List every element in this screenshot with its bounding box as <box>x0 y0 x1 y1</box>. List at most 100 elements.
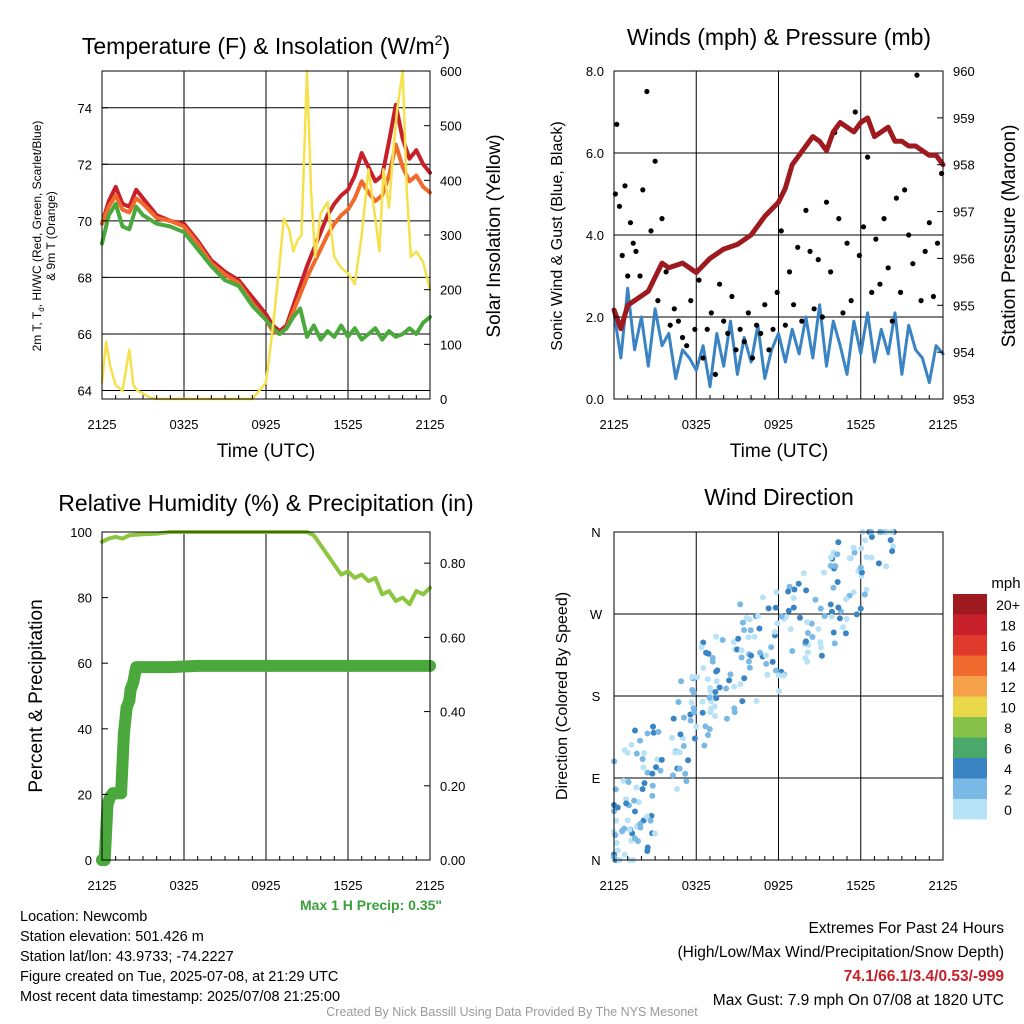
gust-point <box>795 244 801 250</box>
direction-point <box>765 605 772 612</box>
direction-point <box>808 620 815 627</box>
direction-point <box>649 792 656 799</box>
y-tick-label: 959 <box>953 111 975 126</box>
temp-plot-area <box>100 69 432 401</box>
direction-point <box>738 654 745 661</box>
direction-point <box>834 579 841 586</box>
temp-title: Temperature (F) & Insolation (W/m2) <box>82 32 450 59</box>
direction-point <box>677 731 684 738</box>
direction-point <box>746 616 753 623</box>
direction-point <box>637 737 644 744</box>
direction-point <box>669 734 676 741</box>
y-tick-label: 64 <box>78 384 92 399</box>
direction-point <box>883 563 890 570</box>
direction-point <box>670 715 677 722</box>
temp-ylabel: 2m T, Td, HI/WC (Red, Green, Scarlet/Blu… <box>30 121 58 352</box>
direction-point <box>809 633 816 640</box>
direction-point <box>631 808 638 815</box>
legend-swatch <box>953 594 987 615</box>
gust-point <box>873 236 879 242</box>
gust-point <box>733 347 739 353</box>
direction-point <box>689 673 696 680</box>
gust-point <box>700 355 706 361</box>
direction-point <box>694 674 701 681</box>
direction-point <box>769 658 776 665</box>
direction-point <box>723 715 730 722</box>
gust-point <box>856 252 862 259</box>
direction-point <box>868 534 875 541</box>
wind-xlabel: Time (UTC) <box>730 441 829 462</box>
gust-point <box>652 158 658 164</box>
gust-point <box>640 187 646 193</box>
dir-plot-area <box>611 529 897 863</box>
gust-point <box>840 310 846 316</box>
station-location: Location: Newcomb <box>20 909 148 925</box>
x-tick-label: 2125 <box>600 878 629 893</box>
gust-point <box>619 252 625 259</box>
gust-point <box>811 306 817 312</box>
gust-point <box>852 109 858 115</box>
legend-swatch <box>953 676 987 697</box>
direction-tick-label: N <box>591 525 600 540</box>
direction-point <box>700 639 707 646</box>
direction-point <box>832 563 839 570</box>
y-tick-label: 958 <box>953 158 975 173</box>
direction-point <box>858 569 865 576</box>
direction-point <box>727 671 734 678</box>
direction-point <box>735 635 742 642</box>
legend-label: 0 <box>1004 802 1012 818</box>
direction-point <box>701 742 708 749</box>
gust-point <box>614 121 620 127</box>
direction-point <box>688 699 695 706</box>
direction-point <box>739 619 746 626</box>
gust-point <box>807 248 813 254</box>
direction-point <box>739 698 746 705</box>
direction-point <box>676 749 683 756</box>
direction-point <box>621 825 628 832</box>
gust-point <box>922 248 928 254</box>
direction-tick-label: N <box>591 853 600 868</box>
series-solar-insolation <box>100 69 432 401</box>
direction-point <box>843 615 850 622</box>
direction-point <box>693 723 700 730</box>
direction-point <box>685 757 692 764</box>
gust-point <box>902 187 908 193</box>
wind-panel: Winds (mph) & Pressure (mb) 0.0 2.0 4.0 6.0… <box>549 24 1020 462</box>
legend-swatch <box>953 799 987 820</box>
extremes-values: 74.1/66.1/3.4/0.53/-999 <box>843 968 1004 985</box>
gust-point <box>753 322 760 328</box>
gust-point <box>644 88 650 95</box>
rh-plot-area <box>96 530 436 866</box>
gust-point <box>663 269 669 275</box>
y-tick-label: 957 <box>953 205 975 220</box>
gust-point <box>885 265 891 271</box>
direction-point <box>861 537 868 544</box>
x-tick-label: 0325 <box>682 878 711 893</box>
direction-point <box>641 749 648 756</box>
legend-label: 2 <box>1004 782 1012 798</box>
wind-y-ticks: 0.0 2.0 4.0 6.0 8.0 <box>586 64 620 407</box>
direction-point <box>682 770 689 777</box>
direction-point <box>843 596 850 603</box>
gust-point <box>721 318 727 324</box>
wind-grid <box>614 71 943 399</box>
legend-swatch <box>953 737 987 758</box>
y-tick-label: 956 <box>953 251 975 266</box>
gust-point <box>865 154 871 160</box>
y-tick-label: 68 <box>78 270 92 285</box>
gust-point <box>823 199 830 205</box>
direction-point <box>643 813 650 820</box>
direction-point <box>730 639 737 646</box>
x-tick-label: 2125 <box>88 878 117 893</box>
gust-point <box>934 240 941 246</box>
direction-point <box>835 539 842 546</box>
direction-point <box>776 688 783 695</box>
direction-point <box>614 847 621 854</box>
extremes-title: Extremes For Past 24 Hours <box>808 920 1004 937</box>
direction-point <box>815 625 822 632</box>
legend-label: 12 <box>1000 679 1016 695</box>
wind-y2-ticks: 953 954 955 956 957 958 959 960 <box>937 64 975 407</box>
direction-point <box>680 714 687 721</box>
direction-point <box>644 844 651 851</box>
